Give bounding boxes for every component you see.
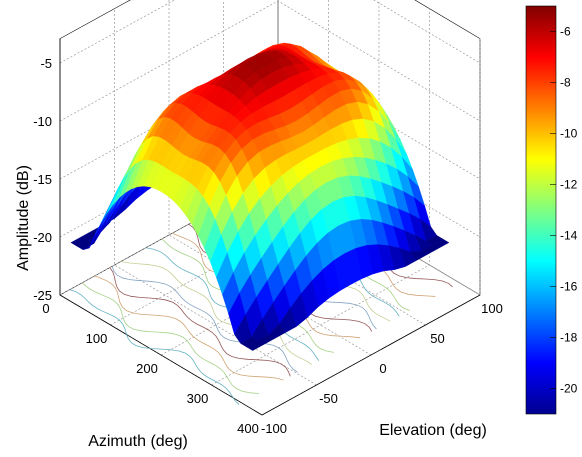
colorbar-tick-label: -14 bbox=[560, 229, 578, 243]
z-tick-label: -25 bbox=[33, 288, 52, 303]
z-axis-label: Amplitude (dB) bbox=[15, 165, 32, 271]
z-tick-label: -10 bbox=[33, 114, 52, 129]
y-tick-label: -100 bbox=[261, 421, 287, 436]
surface-facet bbox=[246, 340, 265, 351]
y-tick-label: 100 bbox=[481, 301, 503, 316]
contour-line bbox=[120, 261, 312, 365]
colorbar-tick-label: -16 bbox=[560, 280, 578, 294]
surface-facet bbox=[93, 210, 112, 244]
contour-line bbox=[109, 267, 291, 377]
colorbar-tick-label: -6 bbox=[560, 25, 571, 39]
z-tick-labels: -5 -10 -15 -20 -25 bbox=[33, 56, 52, 303]
y-axis-label: Elevation (deg) bbox=[379, 422, 487, 439]
contour-line bbox=[94, 275, 284, 381]
amplitude-surface bbox=[70, 42, 450, 351]
contour-line bbox=[81, 282, 260, 394]
contour-line bbox=[69, 289, 240, 405]
colorbar-tick-label: -20 bbox=[560, 382, 578, 396]
x-tick-label: 0 bbox=[42, 301, 49, 316]
x-tick-label: 100 bbox=[86, 331, 108, 346]
colorbar bbox=[525, 5, 557, 415]
colorbar-tick-label: -10 bbox=[560, 127, 578, 141]
y-tick-labels: -100 -50 0 50 100 bbox=[261, 301, 503, 436]
x-tick-labels: 0 100 200 300 400 bbox=[42, 301, 258, 436]
x-axis-label: Azimuth (deg) bbox=[88, 433, 188, 450]
x-tick-label: 400 bbox=[237, 421, 259, 436]
colorbar-tick-label: -12 bbox=[560, 178, 578, 192]
x-tick-label: 300 bbox=[187, 391, 209, 406]
x-tick-label: 200 bbox=[136, 361, 158, 376]
z-tick-label: -20 bbox=[33, 230, 52, 245]
z-tick-label: -5 bbox=[40, 56, 52, 71]
contour-line bbox=[111, 266, 298, 373]
y-tick-label: 50 bbox=[430, 331, 444, 346]
y-tick-label: 0 bbox=[379, 361, 386, 376]
colorbar-tick-label: -18 bbox=[560, 331, 578, 345]
y-tick-label: -50 bbox=[319, 391, 338, 406]
colorbar-tick-label: -8 bbox=[560, 76, 571, 90]
z-tick-label: -15 bbox=[33, 172, 52, 187]
colorbar-tick-labels: -6 -8 -10 -12 -14 -16 -18 -20 bbox=[550, 25, 578, 396]
